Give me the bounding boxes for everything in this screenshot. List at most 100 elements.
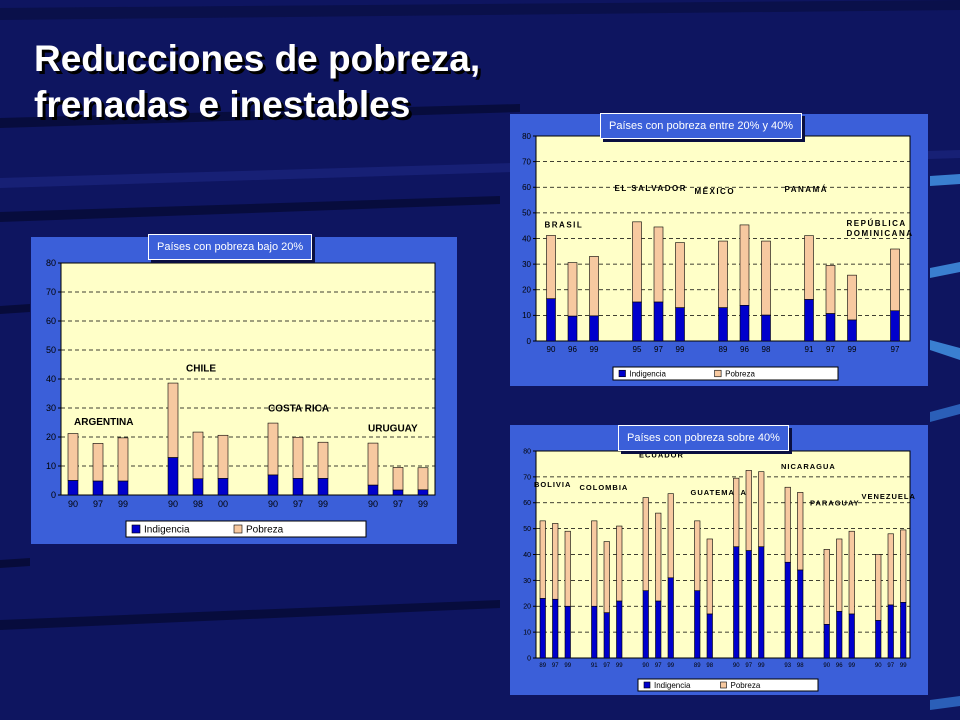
bar-indigencia-honduras-99 bbox=[758, 546, 765, 659]
bar-pobreza-paraguay-99 bbox=[848, 530, 855, 615]
x-tick-label-uruguay-97: 97 bbox=[393, 499, 403, 509]
bar-indigencia-uruguay-90 bbox=[367, 484, 379, 496]
x-tick-label-chile-90: 90 bbox=[168, 499, 178, 509]
group-label-costa-rica: COSTA RICA bbox=[268, 403, 329, 414]
legend-box bbox=[612, 366, 839, 381]
legend-swatch-pobreza bbox=[720, 681, 727, 689]
bar-indigencia-venezuela-97 bbox=[887, 604, 894, 659]
legend-label-pobreza: Pobreza bbox=[725, 369, 755, 378]
x-tick-label-brasil-99: 99 bbox=[590, 345, 599, 354]
bar-pobreza-guatemala-98 bbox=[706, 538, 713, 615]
bar-indigencia-venezuela-90 bbox=[875, 620, 882, 659]
y-tick-label: 60 bbox=[46, 316, 56, 326]
bar-pobreza-costa-rica-90 bbox=[267, 422, 279, 476]
y-tick-label: 20 bbox=[523, 604, 531, 611]
bar-pobreza-mexico-96 bbox=[739, 224, 750, 306]
bar-indigencia-paraguay-99 bbox=[848, 613, 855, 659]
y-tick-label: 60 bbox=[523, 500, 531, 507]
x-tick-label-venezuela-97: 97 bbox=[887, 663, 894, 669]
bar-pobreza-costa-rica-97 bbox=[292, 436, 304, 479]
y-tick-label: 40 bbox=[522, 234, 531, 243]
bar-pobreza-honduras-90 bbox=[733, 477, 740, 548]
x-tick-label-panama-91: 91 bbox=[805, 345, 814, 354]
group-label-venezuela: VENEZUELA bbox=[862, 492, 916, 501]
x-tick-label-chile-00: 00 bbox=[218, 499, 228, 509]
group-label-el-salvador: EL SALVADOR bbox=[615, 184, 688, 193]
y-tick-label: 20 bbox=[46, 432, 56, 442]
bar-indigencia-colombia-97 bbox=[603, 612, 610, 659]
y-tick-label: 60 bbox=[522, 183, 531, 192]
x-tick-label-argentina-99: 99 bbox=[118, 499, 128, 509]
bar-pobreza-chile-90 bbox=[167, 382, 179, 458]
x-tick-label-nicaragua-98: 98 bbox=[797, 663, 804, 669]
bar-indigencia-honduras-97 bbox=[745, 550, 752, 659]
bar-indigencia-costa-rica-90 bbox=[267, 474, 279, 496]
bar-indigencia-bolivia-97 bbox=[552, 598, 559, 659]
legend-label-pobreza: Pobreza bbox=[246, 525, 284, 536]
bar-indigencia-guatemala-89 bbox=[694, 590, 701, 659]
bar-pobreza-venezuela-90 bbox=[875, 554, 882, 621]
bar-indigencia-el-salvador-99 bbox=[675, 307, 685, 342]
x-tick-label-el-salvador-99: 99 bbox=[676, 345, 685, 354]
y-tick-label: 50 bbox=[46, 345, 56, 355]
y-tick-label: 70 bbox=[46, 287, 56, 297]
bar-pobreza-el-salvador-99 bbox=[675, 242, 685, 308]
x-tick-label-costa-rica-97: 97 bbox=[293, 499, 303, 509]
y-tick-label: 70 bbox=[523, 474, 531, 481]
bar-pobreza-mexico-98 bbox=[761, 240, 771, 316]
bar-indigencia-panama-97 bbox=[825, 313, 836, 342]
bar-indigencia-ecuador-97 bbox=[655, 600, 662, 659]
bar-pobreza-uruguay-97 bbox=[392, 467, 404, 491]
y-tick-label: 50 bbox=[523, 526, 531, 533]
bar-pobreza-chile-98 bbox=[192, 431, 204, 480]
bar-pobreza-colombia-91 bbox=[591, 520, 598, 607]
x-tick-label-honduras-99: 99 bbox=[758, 663, 765, 669]
group-label-republica-dominicana-line2: DOMINICANA bbox=[847, 229, 914, 238]
y-tick-label: 10 bbox=[522, 311, 531, 320]
bar-pobreza-ecuador-99 bbox=[667, 493, 674, 579]
y-tick-label: 0 bbox=[51, 490, 56, 500]
x-tick-label-uruguay-90: 90 bbox=[368, 499, 378, 509]
bar-indigencia-panama-99 bbox=[847, 319, 857, 342]
bar-indigencia-chile-90 bbox=[167, 457, 179, 496]
x-tick-label-guatemala-98: 98 bbox=[706, 663, 713, 669]
legend-swatch-indigencia bbox=[618, 369, 626, 378]
bar-indigencia-venezuela-99 bbox=[900, 602, 907, 659]
bar-pobreza-uruguay-99 bbox=[417, 467, 429, 491]
bar-indigencia-argentina-97 bbox=[92, 480, 104, 496]
x-tick-label-paraguay-90: 90 bbox=[823, 663, 830, 669]
x-tick-label-colombia-91: 91 bbox=[591, 663, 598, 669]
bar-pobreza-mexico-89 bbox=[718, 240, 728, 308]
x-tick-label-mexico-98: 98 bbox=[762, 345, 771, 354]
y-tick-label: 70 bbox=[522, 157, 531, 166]
bar-pobreza-bolivia-97 bbox=[552, 523, 559, 600]
x-tick-label-honduras-97: 97 bbox=[745, 663, 752, 669]
legend-swatch-pobreza bbox=[714, 369, 722, 378]
x-tick-label-uruguay-99: 99 bbox=[418, 499, 428, 509]
bar-pobreza-brasil-99 bbox=[589, 256, 599, 317]
bar-pobreza-panama-91 bbox=[804, 235, 814, 300]
slide-title-line-1: Reducciones de pobreza, bbox=[34, 38, 481, 79]
x-tick-label-paraguay-96: 96 bbox=[836, 663, 843, 669]
bar-indigencia-argentina-99 bbox=[117, 480, 129, 496]
chart-panel-20-40: 0 10 20 30 40 50 60 70 80 90 96 99 BRASIL 95 97 99 EL SA… bbox=[510, 114, 928, 386]
x-tick-label-panama-99: 99 bbox=[848, 345, 857, 354]
x-tick-label-venezuela-99: 99 bbox=[900, 663, 907, 669]
group-label-chile: CHILE bbox=[186, 363, 216, 374]
bar-pobreza-panama-99 bbox=[847, 274, 857, 321]
y-tick-label: 40 bbox=[523, 552, 531, 559]
bar-indigencia-chile-98 bbox=[192, 478, 204, 496]
bar-indigencia-mexico-96 bbox=[739, 305, 750, 342]
bar-indigencia-nicaragua-98 bbox=[797, 569, 804, 659]
chart-below-20-svg: 0 10 20 30 40 50 60 70 80 90 97 99 ARGENTINA 90 98 00 CH… bbox=[46, 258, 436, 538]
bar-indigencia-costa-rica-99 bbox=[317, 478, 329, 496]
bar-pobreza-argentina-99 bbox=[117, 437, 129, 482]
bar-indigencia-argentina-90 bbox=[67, 480, 79, 496]
bar-pobreza-nicaragua-98 bbox=[797, 492, 804, 571]
slide-title: Reducciones de pobreza, frenadas e inest… bbox=[34, 36, 480, 128]
x-tick-label-panama-97: 97 bbox=[826, 345, 835, 354]
legend-box bbox=[125, 520, 367, 538]
bar-indigencia-honduras-90 bbox=[733, 546, 740, 659]
x-tick-label-costa-rica-90: 90 bbox=[268, 499, 278, 509]
bar-pobreza-el-salvador-95 bbox=[632, 221, 642, 303]
